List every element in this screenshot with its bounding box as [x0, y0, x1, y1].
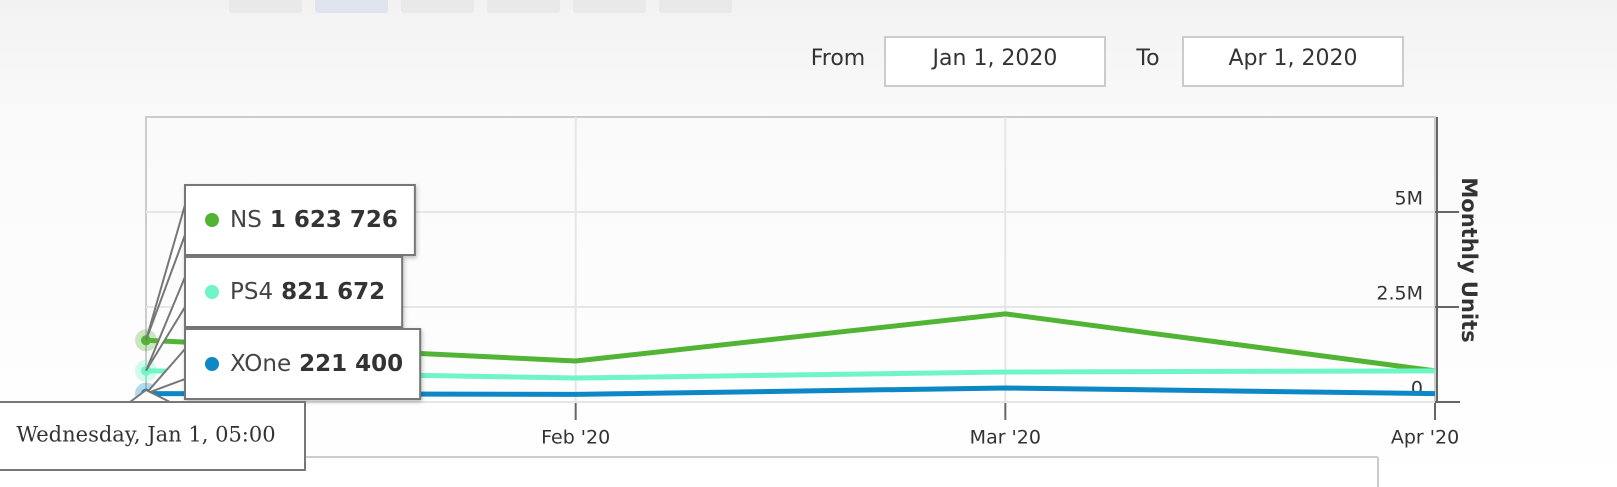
from-input[interactable]	[884, 36, 1106, 87]
tooltip-header-box	[0, 401, 306, 471]
to-value: Apr 1, 2020	[1228, 46, 1357, 71]
tooltip-text: PS4 821 672	[230, 279, 385, 305]
tip-value: 221 400	[299, 351, 403, 377]
tooltip-dot	[205, 357, 219, 371]
tabs	[229, 0, 732, 13]
tooltip-text: XOne 221 400	[230, 351, 403, 377]
y-tick-label: 0	[1411, 378, 1423, 400]
tooltip-box	[184, 184, 416, 256]
tooltip: XOne 221 400	[145, 328, 422, 400]
tooltip-dot	[205, 285, 219, 299]
x-tick-label: Feb '20	[541, 427, 610, 449]
y-tick-label: 2.5M	[1376, 283, 1423, 305]
to-input[interactable]	[1182, 36, 1404, 87]
tooltip: NS 1 623 726	[145, 184, 416, 341]
tooltip-text: NS 1 623 726	[230, 207, 398, 233]
tooltip-dot	[205, 213, 219, 227]
tooltip-box	[184, 328, 422, 400]
y-tick-label: 5M	[1395, 188, 1423, 210]
chart: Feb '20 Mar '20 Apr '20 0 2.5M 5M NS 1 623 726 P…	[0, 117, 1460, 471]
y-axis-title: Monthly Units	[1457, 177, 1481, 342]
x-tick-label: Apr '20	[1391, 427, 1459, 449]
tab[interactable]	[659, 0, 732, 13]
tab[interactable]	[487, 0, 560, 13]
tip-value: 821 672	[281, 279, 385, 305]
tooltip-box	[184, 256, 404, 328]
tip-value: 1 623 726	[270, 207, 398, 233]
tab[interactable]	[229, 0, 302, 13]
from-value: Jan 1, 2020	[931, 46, 1058, 71]
to-label: To	[1135, 46, 1159, 71]
tab[interactable]	[573, 0, 646, 13]
tooltip: PS4 821 672	[145, 256, 404, 372]
tip-name: XOne	[230, 351, 291, 377]
from-label: From	[811, 46, 866, 71]
tip-name: NS	[230, 207, 262, 233]
tab[interactable]	[401, 0, 474, 13]
tooltip-header: Wednesday, Jan 1, 05:00	[16, 423, 275, 447]
x-tick-label: Mar '20	[970, 427, 1041, 449]
tip-name: PS4	[230, 279, 273, 305]
tab[interactable]	[315, 0, 388, 13]
